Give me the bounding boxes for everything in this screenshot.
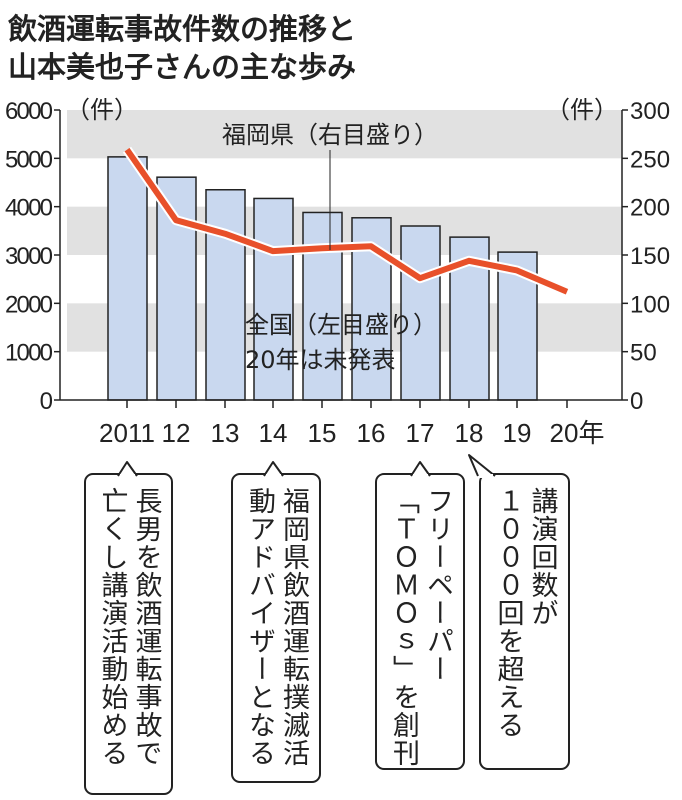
x-tick-label-17: 17	[406, 418, 435, 448]
x-tick-label-19: 19	[503, 418, 532, 448]
right-tick-label: 100	[630, 291, 670, 318]
left-tick-label: 1000	[5, 340, 53, 367]
chart-title-line-2: 山本美也子さんの主な歩み	[8, 50, 357, 84]
x-tick-label-13: 13	[211, 418, 240, 448]
right-tick-label: 150	[630, 243, 670, 270]
left-tick-label: 5000	[5, 146, 53, 173]
right-tick-label: 50	[630, 340, 657, 367]
note-18-line-2: １０００回を超える	[492, 487, 524, 739]
bar-national-2011	[107, 156, 148, 401]
note-17-line-1: フリーペーパー	[422, 487, 453, 683]
bar-national-15	[302, 211, 343, 401]
chart-title-line-1: 飲酒運転事故件数の推移と	[8, 12, 357, 46]
left-axis-unit: （件）	[66, 96, 138, 124]
left-tick-label: 2000	[5, 291, 53, 318]
grid-band	[67, 303, 622, 352]
note-box-18: 講演回数が １０００回を超える	[479, 473, 570, 770]
note-box-17: フリーペーパー 「ＴＯＭＯｓ」を創刊	[375, 473, 465, 770]
note-box-2011: 長男を飲酒運転事故で 亡くし講演活動始める	[84, 473, 173, 795]
note-14-line-2: 動アドバイザーとなる	[244, 487, 275, 767]
left-tick-label: 6000	[5, 98, 53, 125]
line-fukuoka-outline	[122, 146, 569, 297]
x-tick-label-12: 12	[162, 418, 191, 448]
note-17-line-2: 「ＴＯＭＯｓ」を創刊	[388, 487, 419, 767]
bar-national-17	[400, 225, 441, 401]
bar-national-19	[497, 251, 538, 401]
left-tick-label: 0	[40, 388, 53, 415]
right-tick-label: 300	[630, 98, 670, 125]
x-tick-label-20年: 20年	[550, 418, 605, 448]
right-axis-unit: （件）	[546, 96, 618, 124]
bar-national-14	[253, 197, 294, 401]
fukuoka-label: 福岡県（右目盛り）	[222, 121, 438, 149]
national-label: 全国（左目盛り）	[245, 311, 437, 339]
x-tick-label-2011: 2011	[99, 418, 155, 448]
note-2011-line-1: 長男を飲酒運転事故で	[130, 487, 162, 767]
bar-national-12	[156, 176, 197, 401]
right-tick-label: 250	[630, 146, 670, 173]
x-tick-label-15: 15	[308, 418, 337, 448]
x-tick-label-14: 14	[259, 418, 288, 448]
grid-band	[67, 206, 622, 255]
right-tick-label: 0	[630, 388, 643, 415]
note-18-line-1: 講演回数が	[526, 487, 558, 627]
left-tick-label: 3000	[5, 243, 53, 270]
note-14-line-1: 福岡県飲酒運転撲滅活	[278, 487, 309, 767]
note-box-14: 福岡県飲酒運転撲滅活 動アドバイザーとなる	[231, 473, 321, 783]
x-tick-label-16: 16	[357, 418, 386, 448]
bar-national-13	[205, 189, 246, 401]
right-tick-label: 200	[630, 195, 670, 222]
bar-national-16	[351, 217, 392, 401]
bar-national-18	[449, 236, 490, 401]
national-note: 20年は未発表	[245, 346, 396, 374]
x-tick-label-18: 18	[455, 418, 484, 448]
grid-band	[67, 110, 622, 159]
left-tick-label: 4000	[5, 195, 53, 222]
line-fukuoka	[124, 147, 569, 295]
note-2011-line-2: 亡くし講演活動始める	[96, 487, 128, 767]
